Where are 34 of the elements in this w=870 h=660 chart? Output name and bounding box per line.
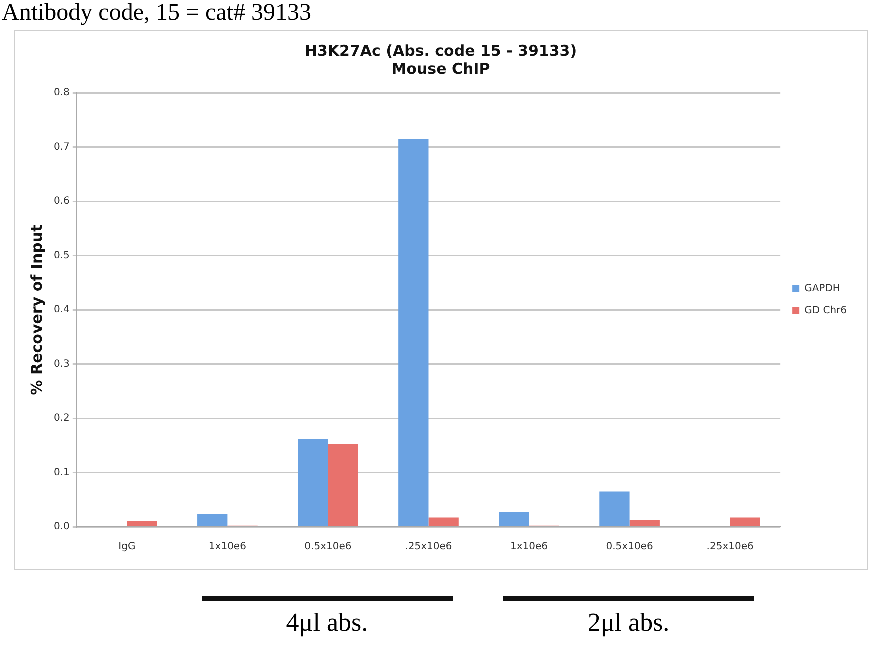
x-tick-label: 1x10e6 (208, 542, 246, 553)
text: 4μl abs. (285, 608, 370, 638)
bar (198, 514, 228, 526)
y-tick-label: 0.1 (54, 467, 70, 478)
text: Antibody code, 15 = cat# 39133 (2, 0, 312, 27)
text: H3K27Ac (Abs. code 15 - 39133) (304, 42, 578, 60)
y-tick-label: 0.4 (54, 304, 70, 316)
bar (630, 520, 660, 526)
bar (127, 521, 158, 526)
y-tick-label: 0.3 (54, 358, 70, 370)
bar (600, 492, 630, 526)
x-tick-label: 0.5x10e6 (606, 542, 654, 553)
y-tick-label: 0.7 (54, 142, 70, 153)
y-tick-label: 0.8 (54, 88, 70, 99)
x-tick-label: IgG (118, 542, 136, 553)
bar (730, 518, 760, 526)
y-axis-title: % Recovery of Input (28, 224, 46, 396)
x-tick-label: .25x10e6 (405, 542, 452, 553)
y-tick-label: 0.5 (54, 250, 70, 262)
x-tick-label: 0.5x10e6 (304, 542, 352, 553)
text: 2μl abs. (586, 608, 671, 638)
legend-label: GD Chr6 (804, 306, 847, 317)
bar (328, 444, 358, 526)
bar (499, 512, 530, 526)
x-tick-label: .25x10e6 (706, 542, 754, 553)
y-tick-label: 0.0 (54, 522, 70, 533)
bar (428, 518, 459, 526)
legend-label: GAPDH (804, 284, 840, 295)
y-tick-label: 0.2 (54, 413, 70, 424)
bar (398, 139, 429, 526)
y-tick-label: 0.6 (54, 196, 70, 208)
bar (298, 439, 328, 526)
text: Mouse ChIP (392, 60, 490, 78)
x-tick-label: 1x10e6 (510, 542, 548, 553)
